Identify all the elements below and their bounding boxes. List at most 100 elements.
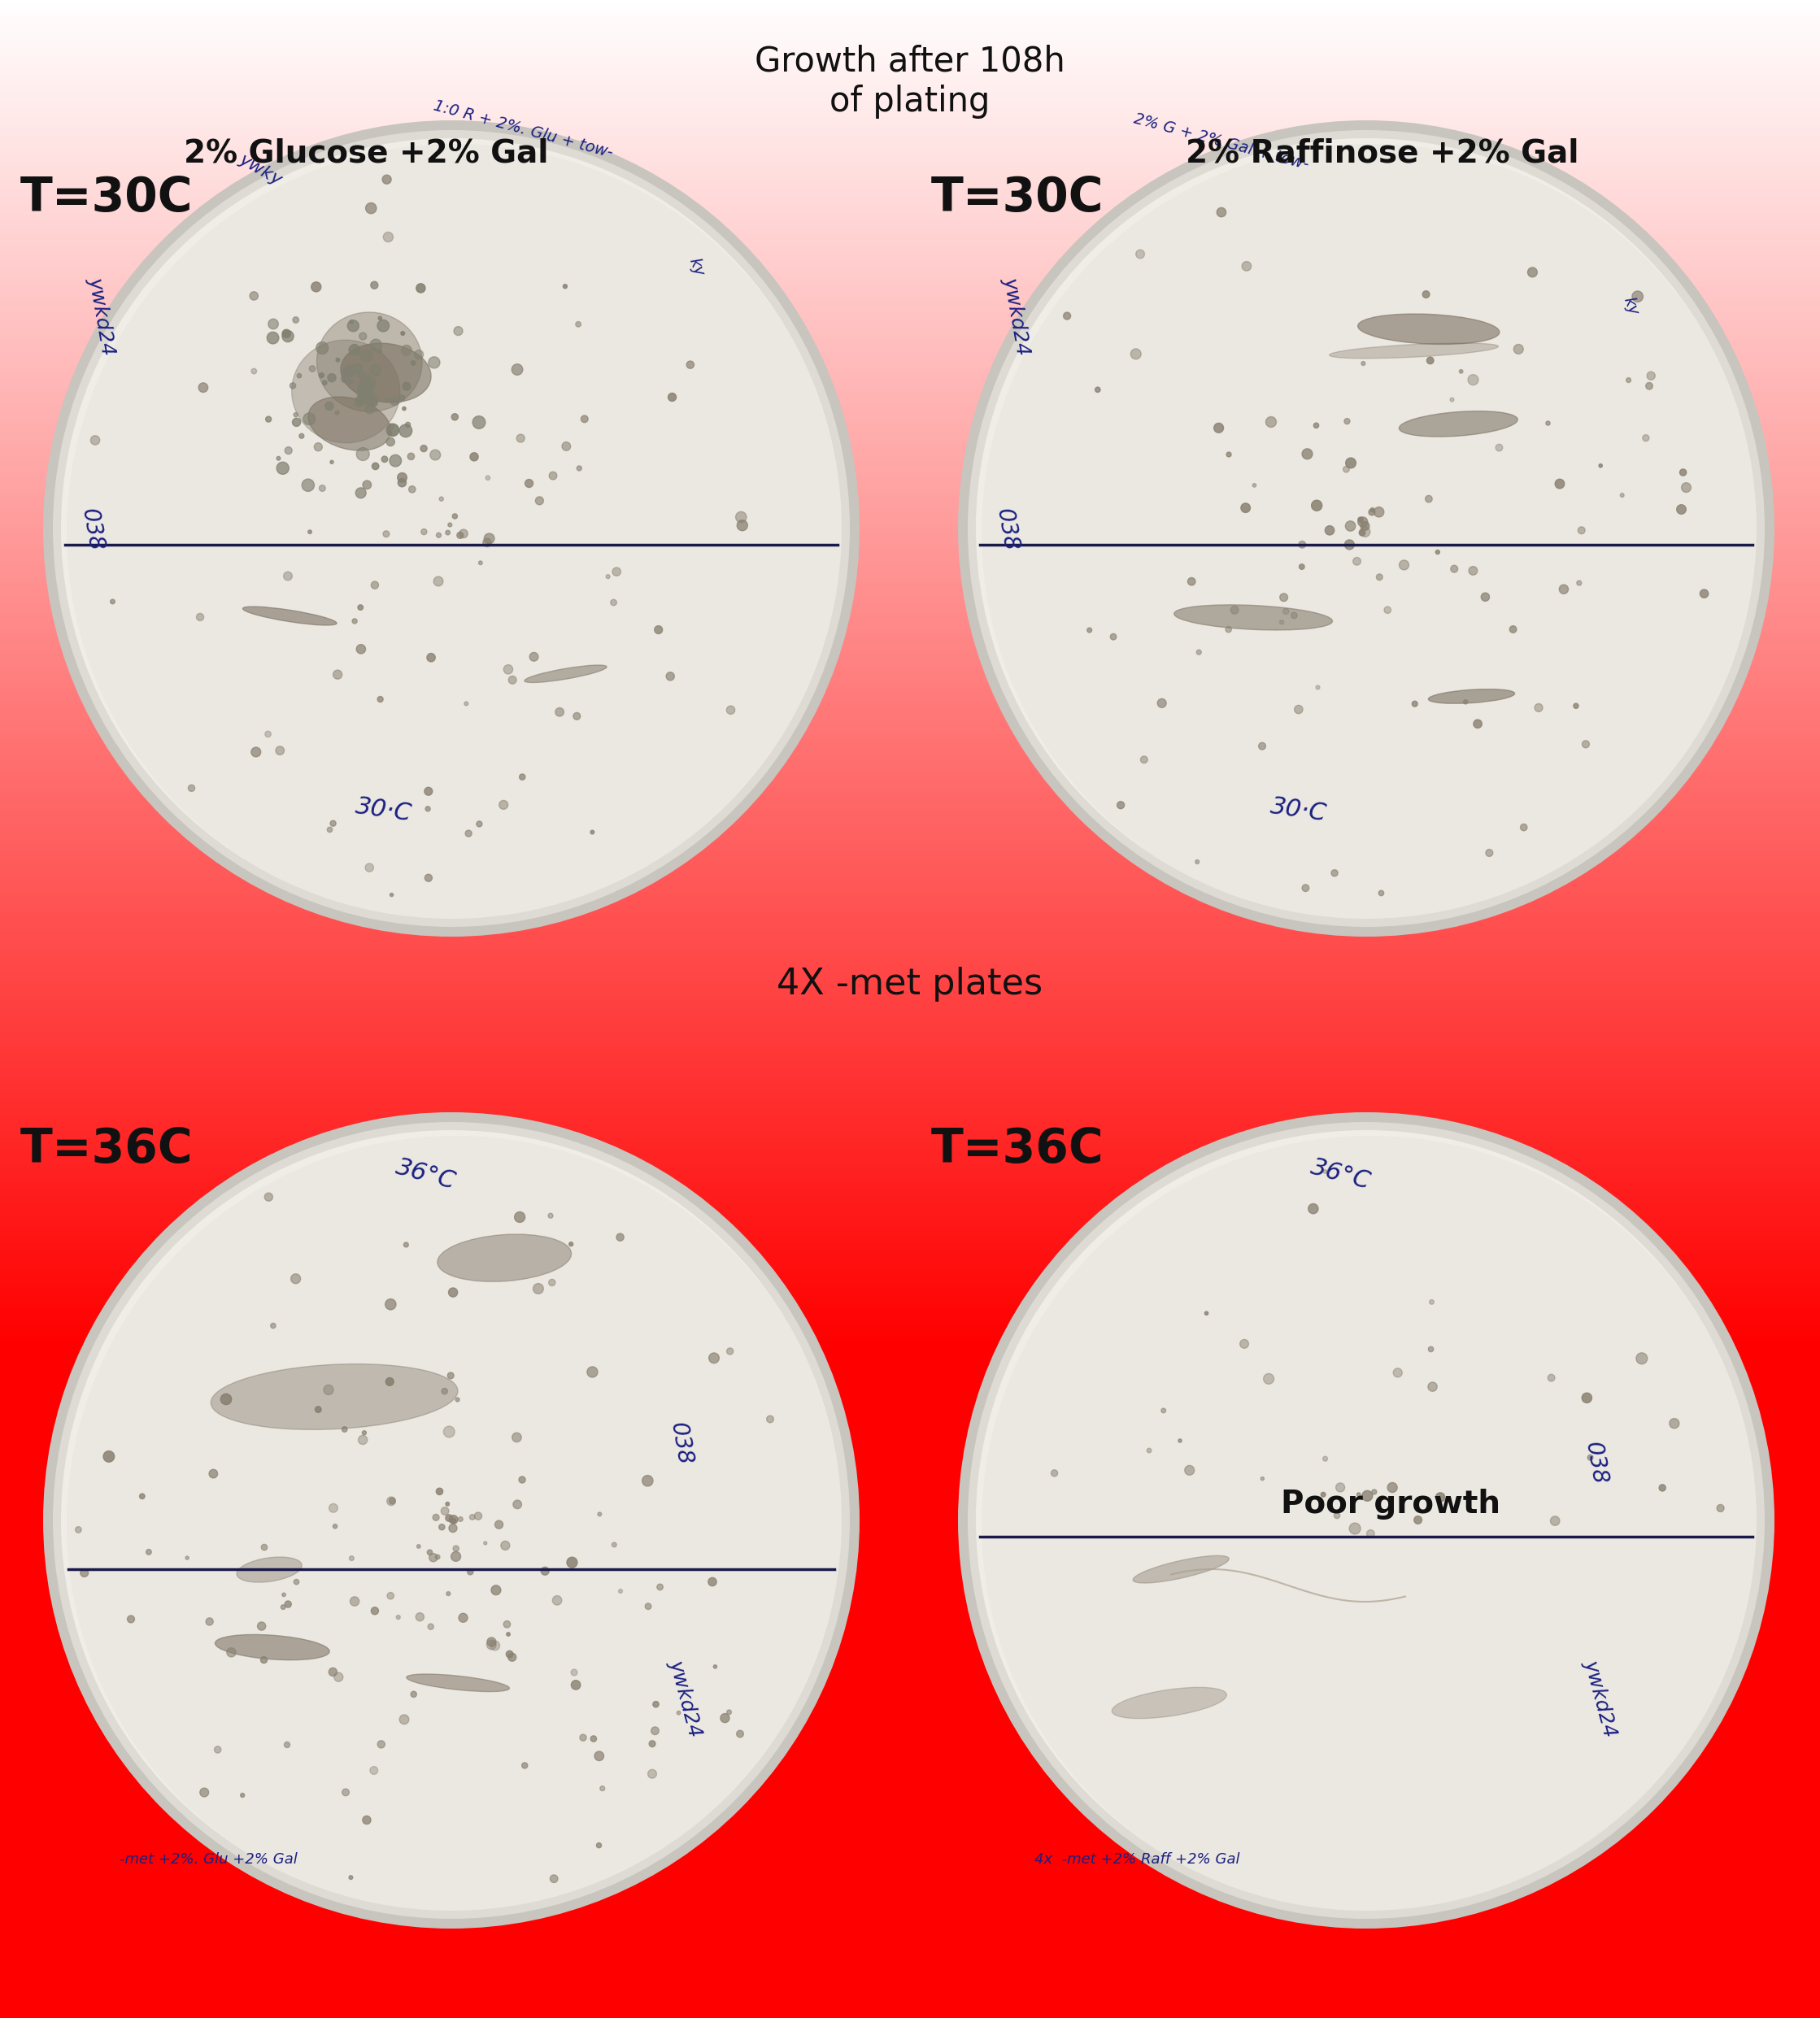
Circle shape: [1427, 357, 1434, 363]
Circle shape: [644, 1602, 652, 1610]
Circle shape: [1279, 593, 1289, 601]
Circle shape: [1345, 458, 1356, 468]
Circle shape: [360, 373, 371, 383]
Circle shape: [606, 575, 610, 579]
Circle shape: [1301, 884, 1309, 892]
Circle shape: [399, 1715, 410, 1723]
Circle shape: [389, 1497, 395, 1503]
Circle shape: [200, 1788, 209, 1796]
Circle shape: [284, 1742, 289, 1748]
Circle shape: [570, 1243, 573, 1247]
Circle shape: [1554, 478, 1565, 488]
Circle shape: [127, 1616, 135, 1622]
Circle shape: [357, 448, 369, 460]
Circle shape: [311, 283, 320, 293]
Circle shape: [439, 496, 444, 500]
Circle shape: [477, 821, 482, 827]
Circle shape: [366, 202, 377, 214]
Circle shape: [415, 1612, 424, 1620]
Circle shape: [266, 731, 271, 737]
Text: 36°C: 36°C: [1307, 1154, 1372, 1193]
Circle shape: [371, 281, 379, 289]
Circle shape: [1360, 527, 1370, 537]
Circle shape: [1376, 573, 1383, 581]
Circle shape: [1188, 577, 1196, 585]
Circle shape: [530, 652, 539, 662]
Circle shape: [610, 599, 617, 605]
Circle shape: [1141, 757, 1148, 763]
Circle shape: [1378, 890, 1383, 896]
Circle shape: [595, 1752, 604, 1760]
Circle shape: [652, 1727, 659, 1735]
Circle shape: [575, 321, 581, 327]
Circle shape: [277, 462, 289, 474]
Circle shape: [430, 450, 440, 460]
Circle shape: [737, 521, 748, 531]
Circle shape: [1370, 509, 1374, 513]
Circle shape: [495, 1520, 502, 1530]
Circle shape: [389, 454, 402, 466]
Circle shape: [402, 408, 406, 410]
Circle shape: [186, 1556, 189, 1560]
Circle shape: [388, 1497, 395, 1505]
Circle shape: [308, 531, 311, 533]
Circle shape: [1574, 704, 1578, 708]
Circle shape: [420, 446, 428, 452]
Circle shape: [1647, 371, 1654, 379]
Circle shape: [450, 1524, 457, 1532]
Circle shape: [329, 1667, 337, 1677]
Circle shape: [1147, 1449, 1152, 1453]
Circle shape: [1225, 626, 1232, 632]
Circle shape: [482, 539, 491, 547]
Circle shape: [371, 400, 377, 406]
Circle shape: [597, 1842, 601, 1848]
Circle shape: [1241, 502, 1250, 513]
Circle shape: [369, 339, 382, 351]
Circle shape: [486, 476, 490, 480]
Circle shape: [400, 331, 404, 335]
Circle shape: [1436, 551, 1440, 555]
Circle shape: [1451, 565, 1458, 573]
Circle shape: [111, 599, 115, 603]
Circle shape: [44, 121, 859, 936]
Circle shape: [293, 317, 298, 323]
Circle shape: [366, 864, 373, 872]
Circle shape: [713, 1665, 717, 1669]
Circle shape: [601, 1786, 604, 1790]
Circle shape: [388, 432, 391, 436]
Circle shape: [1218, 208, 1227, 216]
Circle shape: [721, 1713, 730, 1723]
Text: 2% Glucose +2% Gal: 2% Glucose +2% Gal: [184, 137, 548, 170]
Circle shape: [439, 1524, 444, 1530]
Circle shape: [349, 1875, 353, 1879]
Circle shape: [464, 702, 468, 706]
Circle shape: [1660, 1485, 1665, 1491]
Circle shape: [1314, 424, 1320, 428]
Circle shape: [91, 436, 100, 444]
Circle shape: [368, 394, 379, 406]
Ellipse shape: [215, 1635, 329, 1661]
Ellipse shape: [1400, 412, 1518, 436]
Circle shape: [1547, 1374, 1554, 1382]
Circle shape: [335, 1673, 342, 1681]
Circle shape: [1196, 860, 1199, 864]
Circle shape: [1385, 607, 1390, 613]
Circle shape: [366, 389, 373, 398]
Circle shape: [415, 349, 424, 359]
Text: ywkd24: ywkd24: [1001, 276, 1034, 357]
Circle shape: [104, 1451, 115, 1463]
Circle shape: [566, 1558, 577, 1568]
Circle shape: [1358, 517, 1363, 523]
Circle shape: [382, 531, 389, 537]
Circle shape: [317, 341, 328, 353]
Circle shape: [364, 377, 375, 387]
Circle shape: [484, 1542, 488, 1546]
Text: T=36C: T=36C: [932, 1126, 1105, 1172]
Circle shape: [315, 1407, 322, 1413]
Circle shape: [318, 373, 324, 377]
Circle shape: [359, 605, 364, 609]
Circle shape: [420, 529, 428, 535]
Circle shape: [470, 452, 479, 460]
Circle shape: [1349, 1524, 1361, 1534]
Circle shape: [1676, 504, 1685, 515]
